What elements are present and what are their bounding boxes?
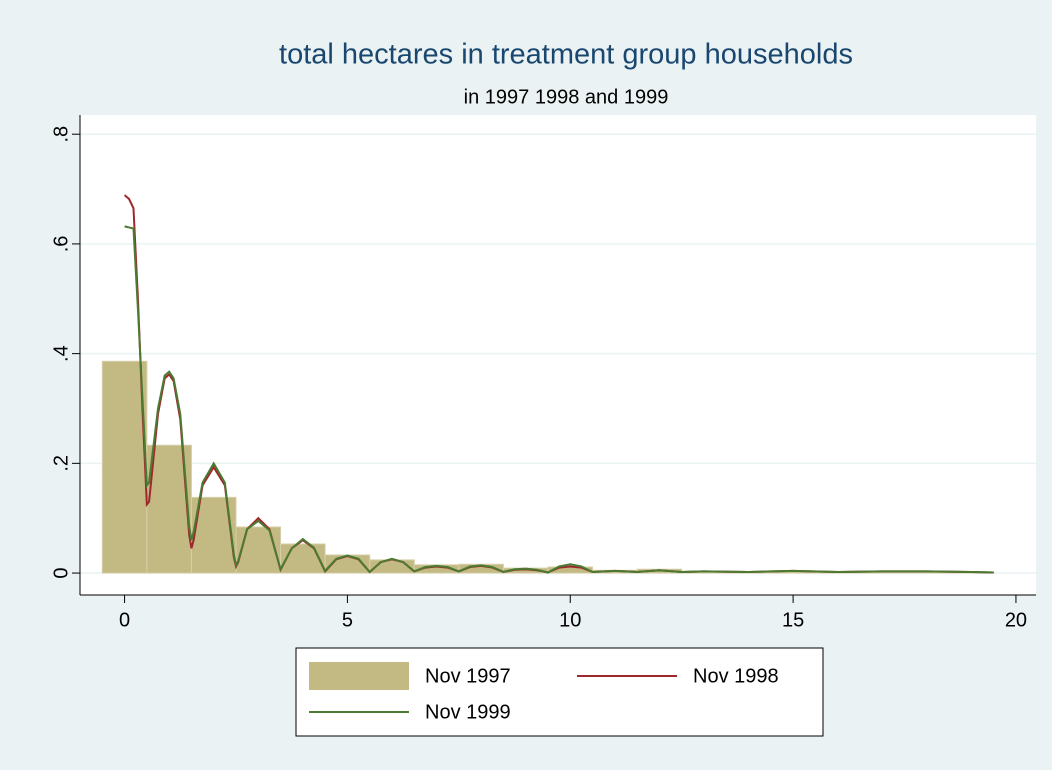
legend-label: Nov 1997 [425,665,511,687]
legend-swatch [309,662,409,690]
y-tick-label: .8 [50,126,72,143]
x-tick-label: 5 [342,609,353,631]
legend-label: Nov 1999 [425,701,511,723]
histogram-bar [280,543,326,574]
plot-area [80,115,1036,595]
x-tick-label: 15 [782,609,804,631]
histogram-bar [101,360,148,574]
density-line [124,225,994,574]
chart-title: total hectares in treatment group househ… [279,39,853,71]
legend [295,647,824,737]
chart-subtitle: in 1997 1998 and 1999 [464,86,669,108]
y-tick-label: 0 [50,567,72,578]
x-tick-label: 20 [1005,609,1027,631]
legend-label: Nov 1998 [693,665,779,687]
y-tick-label: .4 [50,345,72,362]
plot: 0 .2 .4 .6 .8 0 5 10 15 20 [50,115,1036,631]
x-tick-label: 10 [559,609,581,631]
histogram-bar [235,526,282,574]
x-tick-label: 0 [119,609,130,631]
y-tick-label: .6 [50,236,72,253]
y-tick-label: .2 [50,455,72,472]
